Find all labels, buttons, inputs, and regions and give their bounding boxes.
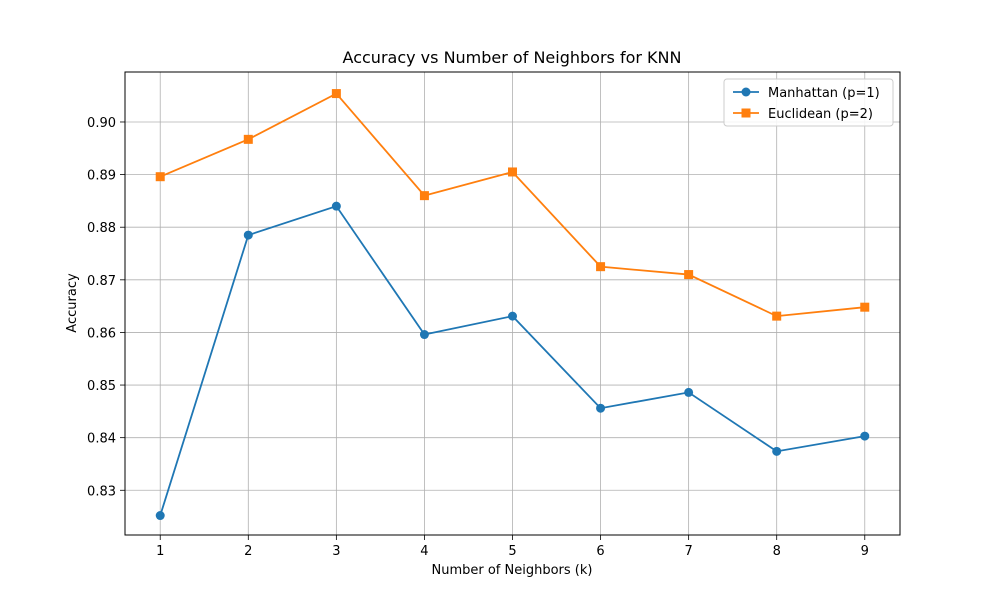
- x-tick-label: 7: [684, 544, 692, 559]
- series-1-point: [772, 446, 782, 456]
- series-2-point: [772, 311, 782, 321]
- legend-item: Manhattan (p=1): [733, 86, 880, 101]
- series-2-point: [331, 89, 341, 99]
- series-2-point: [155, 172, 165, 182]
- y-tick-label: 0.87: [87, 274, 116, 289]
- series-2-point: [860, 302, 870, 312]
- y-tick-label: 0.83: [87, 484, 116, 499]
- series-1-point: [596, 403, 606, 413]
- x-tick-label: 6: [596, 544, 604, 559]
- y-tick-label: 0.88: [87, 221, 116, 236]
- legend-box: [723, 78, 894, 127]
- x-tick-label: 9: [861, 544, 869, 559]
- y-tick-label: 0.90: [87, 116, 116, 131]
- series-1-point: [508, 311, 517, 321]
- x-tick-label: 5: [508, 544, 516, 559]
- series-1-point: [155, 511, 165, 521]
- series-1-point: [684, 387, 694, 397]
- series-1-point: [243, 230, 253, 240]
- series-2-point: [596, 262, 606, 272]
- legend-item: Euclidean (p=2): [733, 107, 873, 122]
- x-tick-label: 3: [332, 544, 340, 559]
- x-axis-ticks: 1 2 3 4 5 6 7 8 9: [156, 535, 869, 559]
- series-1-point: [860, 431, 870, 441]
- legend-marker: [741, 87, 751, 97]
- y-axis-label: Accuracy: [65, 273, 80, 333]
- series-1-point: [419, 330, 429, 340]
- series-1-point: [331, 201, 341, 211]
- legend-marker: [741, 108, 751, 118]
- x-tick-label: 8: [773, 544, 781, 559]
- legend: Manhattan (p=1) Euclidean (p=2): [723, 78, 894, 127]
- series-layer: [155, 89, 870, 521]
- y-tick-label: 0.89: [87, 169, 116, 184]
- series-1: [155, 201, 870, 521]
- series-2-point: [243, 134, 253, 144]
- x-tick-label: 1: [156, 544, 164, 559]
- x-axis-label: Number of Neighbors (k): [432, 563, 593, 578]
- series-2-point: [419, 191, 429, 201]
- grid-lines: [125, 72, 900, 535]
- series-2-point: [684, 270, 694, 280]
- y-tick-label: 0.85: [87, 379, 116, 394]
- y-tick-label: 0.86: [87, 326, 116, 341]
- x-tick-label: 4: [420, 544, 428, 559]
- legend-label: Manhattan (p=1): [768, 86, 880, 101]
- chart-title: Accuracy vs Number of Neighbors for KNN: [343, 48, 682, 67]
- y-axis-ticks: 0.83 0.84 0.85 0.86 0.87 0.88 0.89 0.90: [87, 116, 125, 499]
- x-tick-label: 2: [244, 544, 252, 559]
- series-2: [155, 89, 870, 321]
- series-2-point: [508, 167, 517, 177]
- y-tick-label: 0.84: [87, 432, 116, 447]
- legend-label: Euclidean (p=2): [768, 107, 873, 122]
